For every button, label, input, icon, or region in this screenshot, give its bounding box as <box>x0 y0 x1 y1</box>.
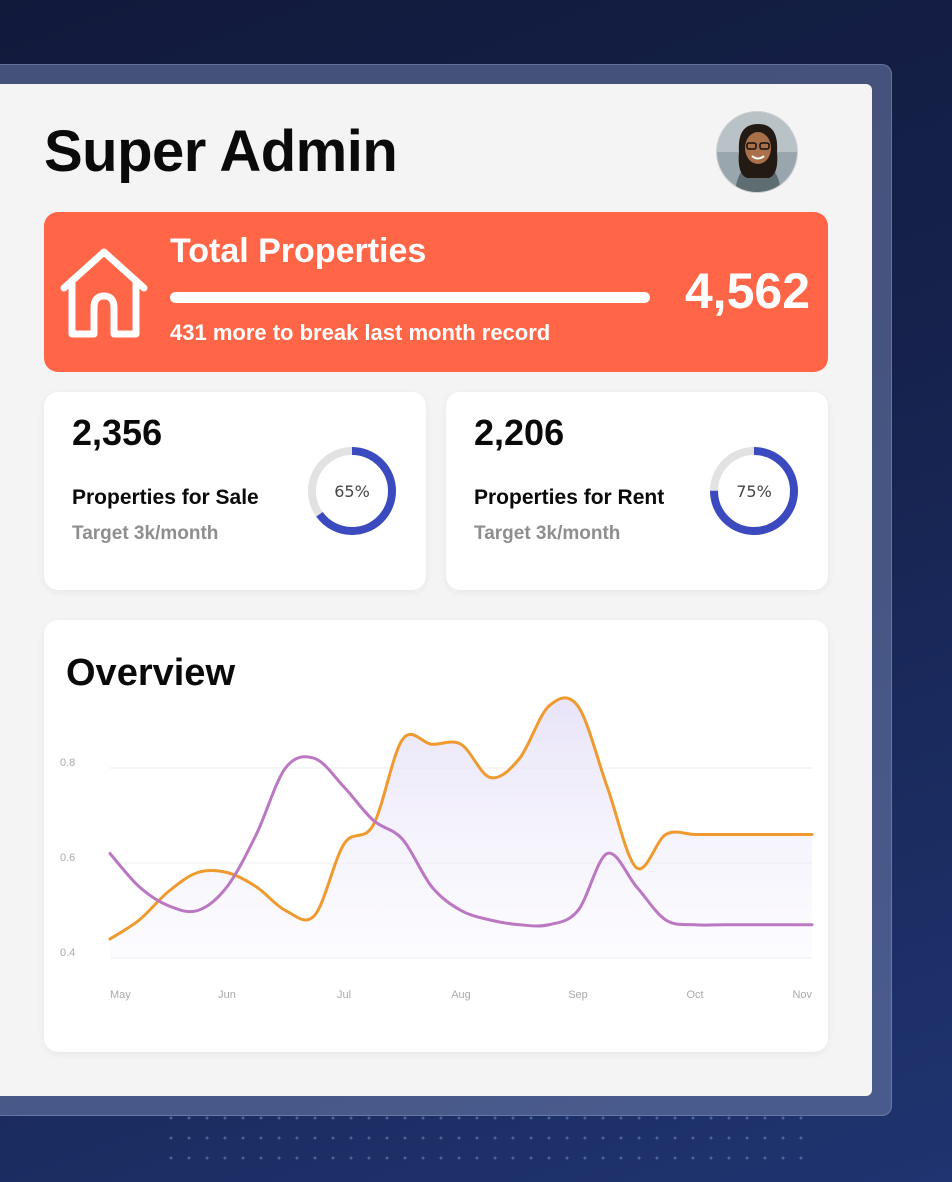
rent-target: Target 3k/month <box>474 523 621 544</box>
x-tick-label: Nov <box>792 989 812 1001</box>
ring-progress <box>308 447 396 535</box>
total-properties-card[interactable]: Total Properties 431 more to break last … <box>44 212 828 372</box>
house-icon <box>60 248 148 338</box>
avatar-image <box>717 112 797 192</box>
overview-card: Overview 0.8 0.6 0.4 May Jun Jul Aug Sep Oct Nov <box>44 620 828 1052</box>
rent-label: Properties for Rent <box>474 486 665 509</box>
rent-progress-ring: 75% <box>710 447 798 535</box>
series-line-2 <box>108 755 814 928</box>
total-properties-progress-bar <box>170 292 650 303</box>
series-line-1 <box>108 696 814 941</box>
sale-label: Properties for Sale <box>72 486 259 509</box>
page-title: Super Admin <box>44 119 398 184</box>
decorative-dot-grid <box>162 1108 812 1166</box>
x-tick-label: Jun <box>218 989 236 1001</box>
overview-title: Overview <box>66 652 235 694</box>
rent-percent-label: 75% <box>736 482 772 501</box>
x-tick-label: Sep <box>568 989 588 1001</box>
y-tick-label: 0.6 <box>60 852 75 864</box>
ring-progress <box>710 447 798 535</box>
x-tick-label: May <box>110 989 131 1001</box>
x-tick-label: Oct <box>686 989 703 1001</box>
sale-count: 2,356 <box>72 412 163 453</box>
sale-target: Target 3k/month <box>72 523 219 544</box>
sale-progress-ring: 65% <box>308 447 396 535</box>
total-properties-value: 4,562 <box>684 263 810 319</box>
series-area-fill <box>110 697 812 958</box>
x-tick-label: Jul <box>337 989 351 1001</box>
x-tick-label: Aug <box>451 989 471 1001</box>
rent-count: 2,206 <box>474 412 565 453</box>
total-properties-subtext: 431 more to break last month record <box>170 320 551 345</box>
user-avatar[interactable] <box>716 111 798 193</box>
y-tick-label: 0.4 <box>60 947 75 959</box>
y-tick-label: 0.8 <box>60 757 75 769</box>
sale-percent-label: 65% <box>334 482 370 501</box>
total-properties-label: Total Properties <box>170 232 427 270</box>
overview-line-chart: 0.8 0.6 0.4 May Jun Jul Aug Sep Oct Nov <box>60 696 814 1001</box>
properties-for-rent-card[interactable]: 2,206 Properties for Rent Target 3k/mont… <box>446 392 828 590</box>
properties-for-sale-card[interactable]: 2,356 Properties for Sale Target 3k/mont… <box>44 392 426 590</box>
